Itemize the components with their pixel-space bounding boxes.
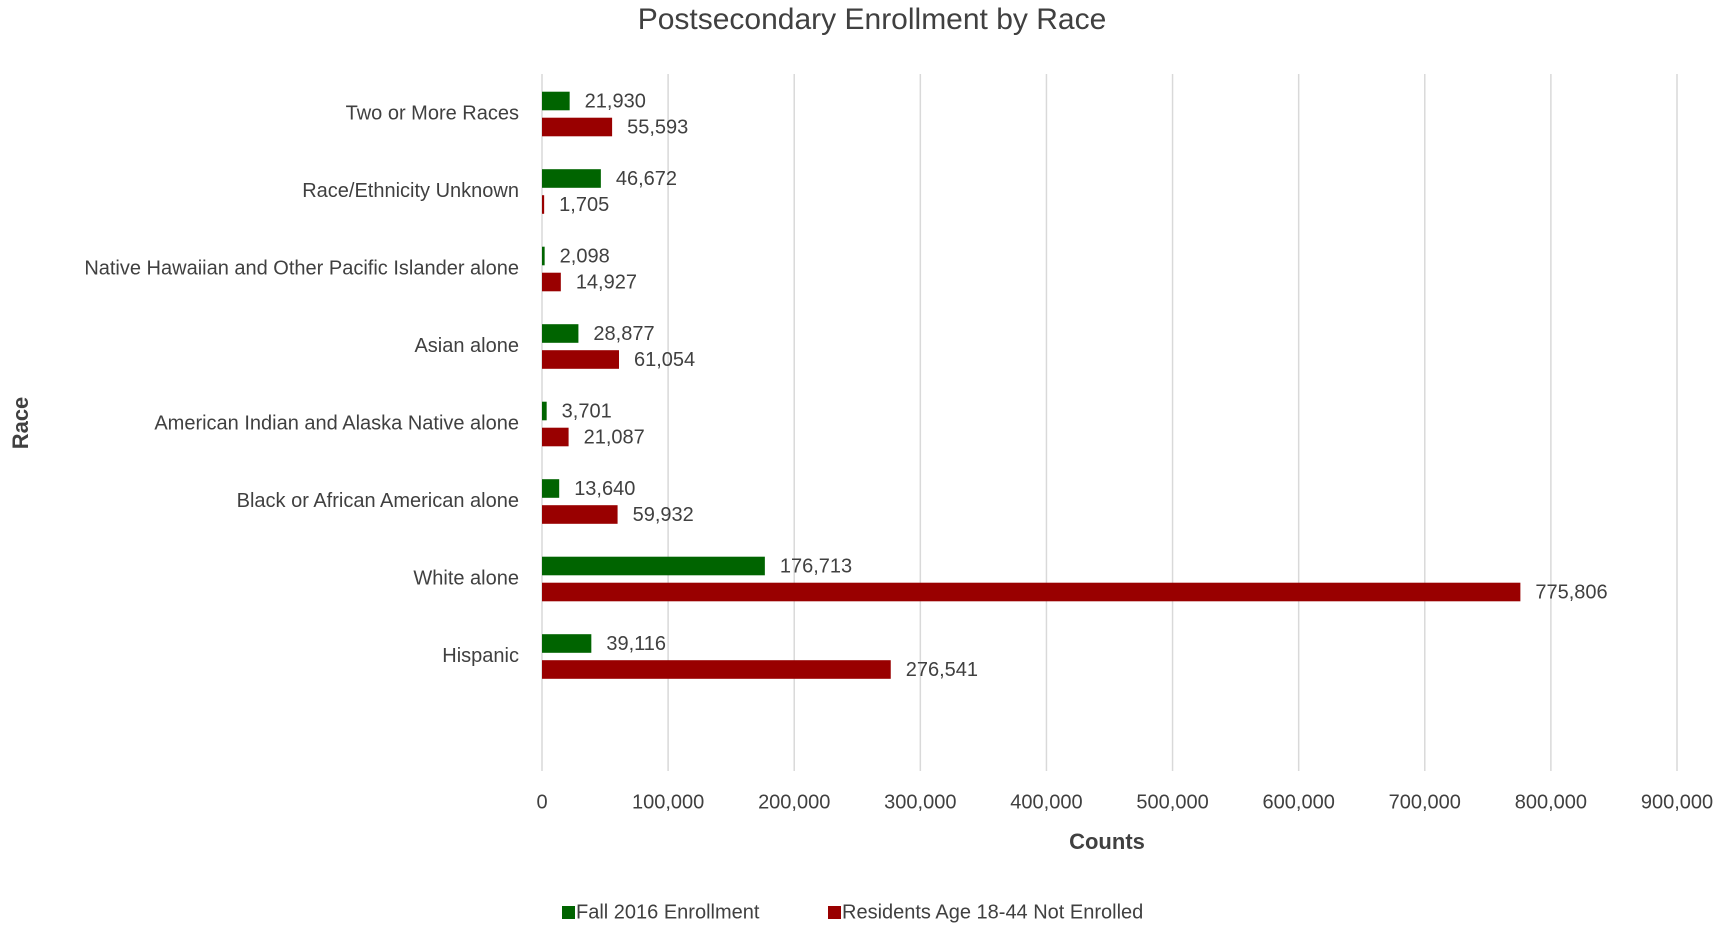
bar [542, 117, 613, 137]
x-tick-label: 900,000 [1641, 791, 1713, 813]
data-label: 21,930 [585, 90, 646, 112]
y-axis-label: Race [8, 397, 33, 450]
bar [542, 505, 618, 524]
bar [542, 401, 547, 421]
bar [542, 246, 545, 266]
bar [542, 427, 569, 447]
bar [542, 272, 561, 292]
x-tick-label: 500,000 [1136, 791, 1208, 813]
data-label: 1,705 [559, 194, 609, 216]
y-tick-label: Race/Ethnicity Unknown [302, 180, 519, 202]
x-tick-label: 0 [536, 791, 547, 813]
legend-swatch [828, 906, 841, 919]
data-label: 14,927 [576, 271, 637, 293]
bar [542, 634, 592, 653]
y-tick-label: White alone [413, 567, 519, 589]
data-label: 13,640 [574, 478, 635, 500]
data-label: 276,541 [906, 659, 978, 681]
y-tick-label: Asian alone [414, 335, 519, 357]
bar [542, 350, 619, 369]
y-tick-label: Two or More Races [346, 102, 519, 124]
legend-label: Residents Age 18-44 Not Enrolled [842, 901, 1143, 923]
data-label: 28,877 [593, 323, 654, 345]
bar [542, 169, 601, 188]
bar [542, 195, 545, 214]
data-label: 61,054 [634, 349, 695, 371]
data-label: 59,932 [633, 504, 694, 526]
x-tick-label: 300,000 [884, 791, 956, 813]
x-tick-label: 600,000 [1263, 791, 1335, 813]
data-label: 39,116 [606, 633, 666, 655]
x-tick-label: 700,000 [1389, 791, 1461, 813]
x-tick-label: 400,000 [1010, 791, 1082, 813]
x-tick-label: 800,000 [1515, 791, 1587, 813]
data-label: 55,593 [627, 116, 688, 138]
legend-swatch [562, 906, 575, 919]
x-tick-label: 200,000 [758, 791, 830, 813]
data-label: 46,672 [616, 168, 677, 190]
legend-label: Fall 2016 Enrollment [576, 901, 760, 923]
y-tick-label: Native Hawaiian and Other Pacific Island… [84, 257, 519, 279]
data-label: 775,806 [1535, 581, 1607, 603]
x-tick-label: 100,000 [632, 791, 704, 813]
data-label: 21,087 [584, 426, 645, 448]
x-axis-label: Counts [1069, 829, 1145, 854]
bar [542, 660, 891, 679]
bar [542, 324, 579, 343]
y-tick-label: Hispanic [442, 645, 519, 667]
bar [542, 556, 765, 576]
bar [542, 479, 560, 498]
bar [542, 91, 570, 111]
chart-title: Postsecondary Enrollment by Race [638, 3, 1107, 36]
data-label: 2,098 [560, 245, 610, 267]
bar [542, 582, 1521, 602]
data-label: 176,713 [780, 555, 852, 577]
y-tick-label: American Indian and Alaska Native alone [154, 412, 519, 434]
y-tick-label: Black or African American alone [237, 490, 519, 512]
data-label: 3,701 [562, 400, 612, 422]
